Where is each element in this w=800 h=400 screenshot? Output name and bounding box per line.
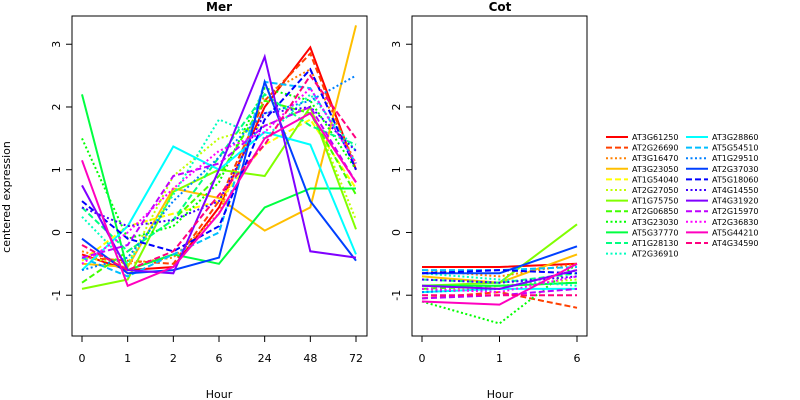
cot-x-tick-label: 0 [419,352,426,365]
cot-series-line [421,269,578,275]
legend-label: AT3G61250 [632,133,678,142]
cot-x-axis: 0 1 6 [419,336,581,365]
legend: AT3G61250AT2G26690AT3G16470AT3G23050AT1G… [606,133,758,259]
cot-series-line [421,262,578,278]
cot-x-tick-label: 1 [496,352,503,365]
legend-label: AT3G23050 [632,165,678,174]
cot-series-line [422,262,578,268]
cot-y-tick-label: 0 [390,229,403,236]
legend-label: AT1G29510 [712,154,758,163]
mer-y-tick-label: 2 [50,103,63,110]
mer-series-line [81,111,357,288]
cot-y-tick-label: 2 [390,103,403,110]
cot-series-line [422,245,578,275]
legend-label: AT3G16470 [632,154,678,163]
legend-label: AT5G37770 [632,228,678,237]
legend-label: AT5G18060 [712,175,758,184]
cot-series-line [421,275,578,284]
mer-y-axis: -1 0 1 2 3 [50,41,72,301]
mer-x-tick-label: 6 [216,352,223,365]
cot-series-line [422,281,578,287]
legend-label: AT2G06850 [632,207,678,216]
mer-series-line [81,74,357,272]
cot-series-line [421,262,578,306]
legend-label: AT2G36910 [632,250,678,259]
legend-label: AT2G36830 [712,218,758,227]
legend-label: AT5G44210 [712,228,758,237]
legend-label: AT4G34590 [712,239,758,248]
legend-label: AT2G26690 [632,144,678,153]
cot-y-axis: -1 0 1 2 3 [390,41,412,301]
mer-series-line [81,87,357,240]
mer-series-line [81,93,357,253]
cot-y-tick-label: 3 [390,41,403,48]
cot-y-tick-label: -1 [390,290,403,301]
legend-label: AT3G23030 [632,218,678,227]
mer-series-line [81,105,357,259]
cot-panel: Cot -1 0 1 2 3 0 1 6 Hour [390,0,588,400]
cot-x-axis-label: Hour [487,388,514,400]
mer-series-line [81,86,357,265]
mer-x-tick-label: 48 [303,352,317,365]
mer-series-lines [81,25,357,290]
mer-x-tick-label: 2 [170,352,177,365]
mer-series-line [81,53,357,275]
mer-y-tick-label: 3 [50,41,63,48]
cot-series-lines [421,223,578,325]
mer-series-line [81,51,357,265]
cot-x-tick-label: 6 [574,352,581,365]
legend-label: AT2G15970 [712,207,758,216]
mer-x-tick-label: 72 [349,352,363,365]
legend-label: AT1G54040 [632,175,678,184]
legend-label: AT4G14550 [712,186,758,195]
mer-series-line [81,80,357,278]
mer-x-axis: 0 1 2 6 24 48 72 [79,336,363,365]
mer-x-tick-label: 24 [258,352,272,365]
mer-y-tick-label: 1 [50,166,63,173]
cot-series-line [421,275,578,294]
legend-label: AT2G37030 [712,165,758,174]
legend-label: AT3G28860 [712,133,758,142]
mer-x-tick-label: 1 [124,352,131,365]
legend-label: AT4G31920 [712,197,758,206]
mer-title: Mer [206,0,232,14]
mer-series-line [81,67,357,253]
mer-x-tick-label: 0 [79,352,86,365]
mer-series-line [81,78,357,275]
mer-series-line [81,105,357,228]
legend-label: AT2G27050 [632,186,678,195]
mer-panel: Mer -1 0 1 2 3 0 1 2 6 24 48 72 Hour centered expr… [0,0,368,400]
legend-label: AT1G75750 [632,197,678,206]
legend-label: AT5G54510 [712,144,758,153]
mer-y-axis-label: centered expression [0,141,13,253]
mer-x-axis-label: Hour [206,388,233,400]
cot-series-line [421,272,578,287]
mer-series-line [81,105,357,265]
mer-y-tick-label: -1 [50,290,63,301]
mer-y-tick-label: 0 [50,229,63,236]
mer-series-line [81,73,357,272]
legend-label: AT1G28130 [632,239,678,248]
cot-y-tick-label: 1 [390,166,403,173]
cot-title: Cot [489,0,512,14]
